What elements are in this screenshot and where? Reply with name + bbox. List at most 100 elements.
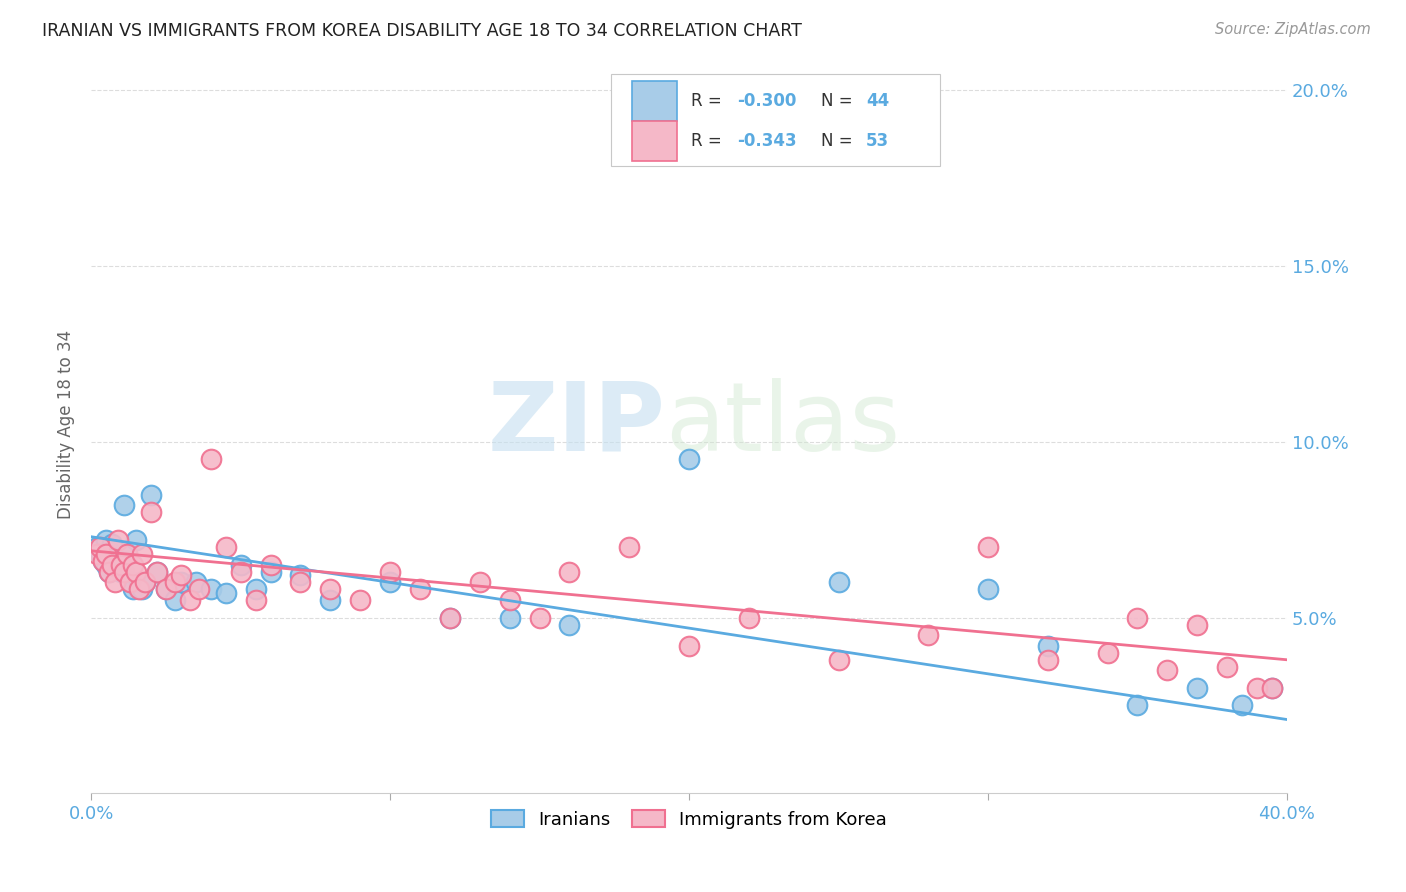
Point [1156, 663, 1178, 677]
Point [259, 558, 281, 572]
Point [738, 610, 761, 624]
Text: IRANIAN VS IMMIGRANTS FROM KOREA DISABILITY AGE 18 TO 34 CORRELATION CHART: IRANIAN VS IMMIGRANTS FROM KOREA DISABIL… [42, 22, 801, 40]
Point [977, 582, 1000, 597]
Point [215, 541, 238, 555]
Point [827, 653, 849, 667]
Text: 44: 44 [866, 92, 889, 110]
Point [409, 582, 432, 597]
Point [131, 582, 153, 597]
Point [107, 558, 129, 572]
Point [259, 565, 281, 579]
Point [245, 593, 267, 607]
Point [89, 541, 111, 555]
Point [115, 547, 138, 561]
Point [91, 554, 114, 568]
FancyBboxPatch shape [631, 81, 678, 121]
Point [163, 575, 186, 590]
Point [107, 533, 129, 548]
Point [319, 582, 342, 597]
Point [1261, 681, 1284, 695]
Point [86, 541, 108, 555]
Point [128, 582, 150, 597]
Y-axis label: Disability Age 18 to 34: Disability Age 18 to 34 [58, 330, 75, 519]
Text: N =: N = [821, 132, 858, 150]
Point [439, 610, 461, 624]
Point [529, 610, 551, 624]
Point [94, 558, 117, 572]
Point [101, 558, 124, 572]
Point [170, 575, 193, 590]
Point [94, 547, 117, 561]
Point [155, 582, 177, 597]
Point [1230, 698, 1253, 713]
Point [499, 593, 522, 607]
Point [1187, 681, 1209, 695]
Text: R =: R = [692, 92, 727, 110]
Point [91, 554, 114, 568]
Point [1036, 639, 1059, 653]
Point [290, 575, 312, 590]
Point [1187, 617, 1209, 632]
Point [146, 565, 169, 579]
Point [1246, 681, 1268, 695]
Point [122, 558, 145, 572]
Point [118, 575, 141, 590]
Point [110, 558, 132, 572]
FancyBboxPatch shape [631, 120, 678, 161]
Point [678, 639, 700, 653]
Point [170, 568, 193, 582]
Point [558, 617, 581, 632]
Text: atlas: atlas [665, 377, 900, 471]
Point [89, 547, 111, 561]
Legend: Iranians, Immigrants from Korea: Iranians, Immigrants from Korea [484, 803, 894, 836]
Point [1036, 653, 1059, 667]
Point [917, 628, 939, 642]
Point [1126, 698, 1149, 713]
Point [94, 533, 117, 548]
Point [229, 558, 252, 572]
Point [139, 487, 162, 501]
Text: Source: ZipAtlas.com: Source: ZipAtlas.com [1215, 22, 1371, 37]
Point [155, 582, 177, 597]
Point [319, 593, 342, 607]
Point [1126, 610, 1149, 624]
Point [200, 582, 222, 597]
Text: N =: N = [821, 92, 858, 110]
Point [112, 498, 135, 512]
Point [378, 575, 401, 590]
Point [128, 575, 150, 590]
Point [349, 593, 371, 607]
Point [139, 505, 162, 519]
Point [134, 575, 156, 590]
Text: -0.300: -0.300 [737, 92, 796, 110]
Point [98, 565, 121, 579]
Point [86, 547, 108, 561]
Point [98, 543, 121, 558]
Point [104, 575, 127, 590]
Point [827, 575, 849, 590]
Text: -0.343: -0.343 [737, 132, 797, 150]
Point [468, 575, 491, 590]
Text: 53: 53 [866, 132, 889, 150]
Point [558, 565, 581, 579]
Text: ZIP: ZIP [488, 377, 665, 471]
Point [215, 586, 238, 600]
Point [187, 582, 209, 597]
Point [439, 610, 461, 624]
Point [131, 547, 153, 561]
Point [112, 565, 135, 579]
Point [619, 541, 641, 555]
Point [184, 575, 207, 590]
Point [378, 565, 401, 579]
Point [125, 533, 148, 548]
Point [1261, 681, 1284, 695]
Point [146, 565, 169, 579]
Point [678, 452, 700, 467]
Point [125, 565, 148, 579]
Point [977, 541, 1000, 555]
FancyBboxPatch shape [612, 74, 941, 166]
Text: R =: R = [692, 132, 727, 150]
Point [179, 593, 201, 607]
Point [118, 575, 141, 590]
Point [104, 550, 127, 565]
